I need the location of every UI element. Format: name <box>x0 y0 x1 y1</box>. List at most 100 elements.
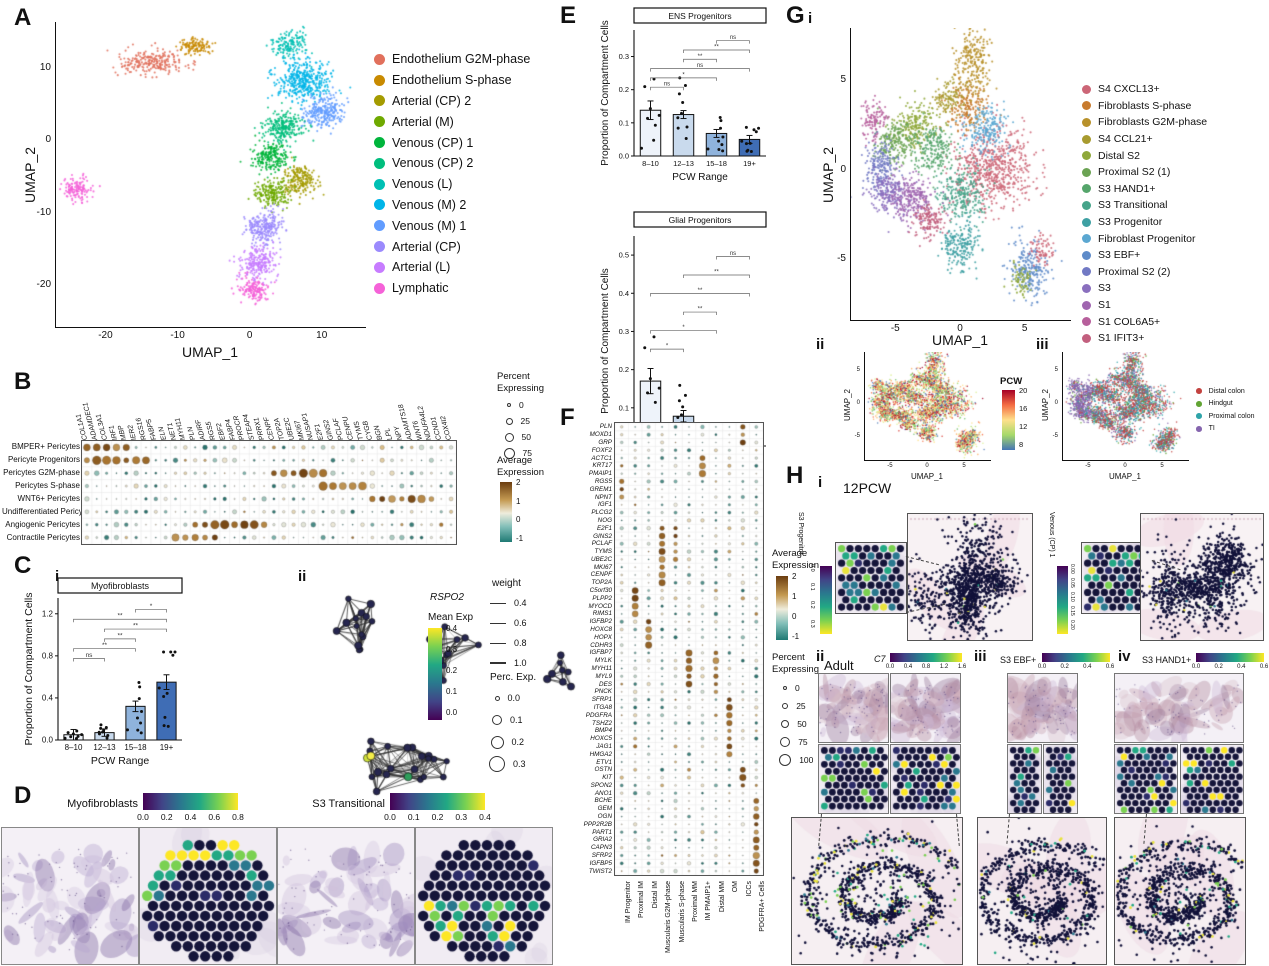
percent-value: 0.1 <box>510 715 523 725</box>
panel-c-label: C <box>14 552 32 579</box>
dotplot-b-percent-title-2: Expressing <box>497 383 544 394</box>
legend-swatch <box>1082 101 1091 111</box>
jitter-point <box>677 399 681 403</box>
colorbar-tick: 0.4 <box>446 624 458 633</box>
umap-g-ylabel: UMAP_2 <box>820 146 836 204</box>
gene-label: PDGFRA <box>585 711 612 719</box>
dotplot-column-label: Muscularis G2M-phase <box>665 881 673 953</box>
jitter-point <box>678 383 682 387</box>
umap-g2-xlabel: UMAP_1 <box>910 472 943 481</box>
jitter-point <box>97 730 101 734</box>
h-ii-histology-2 <box>890 673 961 743</box>
colorbar-tick: 2 <box>516 478 521 487</box>
jitter-point <box>706 147 710 151</box>
legend-item: Endothelium S-phase <box>374 71 530 90</box>
colorbar-tick: 0.20 <box>1069 620 1075 630</box>
jitter-point <box>136 728 140 732</box>
percent-legend-item: 0 <box>778 680 813 696</box>
dotplot-row-label: Undifferentiated Pericytes <box>2 506 94 516</box>
legend-label: Venous (CP) 2 <box>392 156 474 171</box>
significance-label: ** <box>714 44 719 50</box>
legend-swatch <box>1082 184 1091 194</box>
legend-label: S1 IFIT3+ <box>1098 332 1145 345</box>
jitter-point <box>679 111 683 115</box>
x-tick-label: -10 <box>170 330 185 341</box>
gene-label: DES <box>599 680 612 688</box>
colorbar-tick: 0.0 <box>137 812 149 822</box>
gene-label: PCLAF <box>591 540 612 548</box>
percent-legend-item: 25 <box>778 698 813 714</box>
jitter-point <box>643 346 647 350</box>
mean-exp-colorbar <box>428 628 442 720</box>
panel-c-sub-i: i <box>55 568 60 585</box>
chart-title-box <box>633 7 767 24</box>
legend-label: S3 EBF+ <box>1098 249 1141 262</box>
colorbar-tick: 8 <box>1019 440 1024 449</box>
umap-a-xlabel: UMAP_1 <box>181 344 239 360</box>
y-tick-label: 0.2 <box>619 365 629 374</box>
gene-label: KRT17 <box>592 462 612 470</box>
legend-item: Proximal S2 (2) <box>1082 265 1207 280</box>
umap-g3-region-canvas <box>1062 352 1188 460</box>
legend-item: S3 HAND1+ <box>1082 182 1207 197</box>
gene-label: IGF1 <box>598 501 612 509</box>
significance-bracket <box>650 86 684 91</box>
y-tick-label: 0.4 <box>42 693 54 702</box>
h-iii-title: S3 EBF+ <box>1000 655 1037 665</box>
h-iii-spatial-large <box>977 817 1107 965</box>
legend-item: Proximal colon <box>1196 411 1255 422</box>
y-tick-label: 10 <box>39 61 51 73</box>
dotplot-row-label: BMPER+ Pericytes <box>11 442 80 452</box>
legend-swatch <box>1082 151 1091 161</box>
colorbar-tick: 0.6 <box>1259 664 1269 670</box>
colorbar-tick: -1 <box>516 534 524 543</box>
legend-swatch <box>1082 250 1091 260</box>
legend-label: Endothelium S-phase <box>392 73 512 88</box>
h-iii-spots-2 <box>1043 744 1078 814</box>
x-axis-label: PCW Range <box>672 172 728 183</box>
panel-h-label: H <box>786 462 804 489</box>
weight-title: weight <box>492 578 521 589</box>
colorbar-tick: 0.05 <box>1069 578 1075 588</box>
significance-bracket <box>650 348 684 353</box>
legend-item: S4 CXCL13+ <box>1082 82 1207 97</box>
colorbar-tick: 0.0 <box>446 708 458 717</box>
panel-g-sub-ii: ii <box>816 336 825 353</box>
colorbar-tick: 0.6 <box>1105 664 1115 670</box>
jitter-point <box>677 92 681 96</box>
percent-value: 25 <box>520 416 530 426</box>
percent-legend-item: 75 <box>502 446 532 460</box>
weight-line <box>490 602 506 604</box>
gene-label: C5orf30 <box>589 587 612 595</box>
legend-item: S3 EBF+ <box>1082 248 1207 263</box>
x-tick-label: 5 <box>962 463 966 469</box>
gene-label: GINS2 <box>593 532 612 540</box>
jitter-point <box>648 377 652 381</box>
colorbar-tick: 12 <box>1019 422 1028 431</box>
panel-h-sub-iv: iv <box>1118 648 1131 665</box>
gene-label: FOXF2 <box>591 446 612 454</box>
percent-legend-item: 0.1 <box>490 710 526 730</box>
gene-label: GREM1 <box>589 485 612 493</box>
percent-legend-item: 50 <box>778 716 813 732</box>
legend-item: S3 <box>1082 281 1207 296</box>
x-tick-label: 19+ <box>743 159 756 168</box>
jitter-point <box>754 130 758 134</box>
y-tick-label: 5 <box>1054 366 1058 373</box>
jitter-point <box>104 726 108 730</box>
legend-swatch <box>374 261 385 273</box>
colorbar-tick: 0.4 <box>184 812 197 822</box>
significance-label: ** <box>102 642 108 649</box>
h-ii-title: Adult <box>824 658 854 673</box>
dotplot-row-label: Contractile Pericytes <box>6 532 80 542</box>
jitter-point <box>66 731 70 735</box>
legend-swatch <box>1082 200 1091 210</box>
dotplot-row-label: Angiogenic Pericytes <box>5 519 80 529</box>
significance-bracket <box>683 58 717 63</box>
dotplot-column-label: PDGFRA+ Cells <box>759 881 767 932</box>
h-iv-spots-2 <box>1180 744 1244 814</box>
gene-label: ACTC1 <box>591 454 612 462</box>
colorbar-tick: 0.3 <box>455 812 468 822</box>
dotplot-row-label: Pericytes G2M-phase <box>3 468 80 478</box>
gene-label: ELN <box>157 425 168 441</box>
